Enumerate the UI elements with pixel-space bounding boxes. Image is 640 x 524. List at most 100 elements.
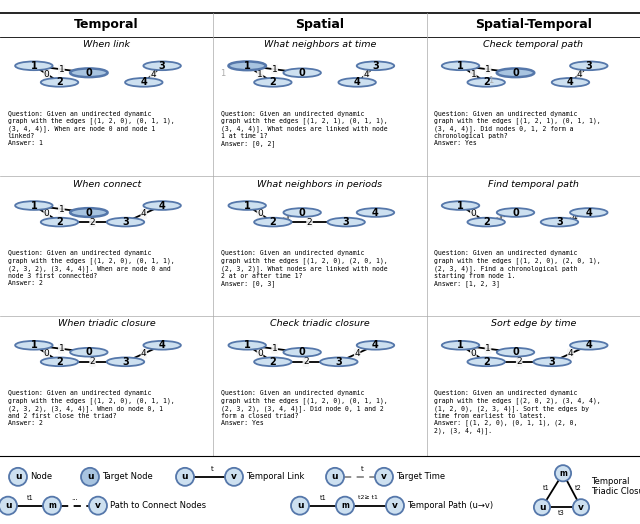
Circle shape <box>89 497 107 515</box>
Text: Question: Given an undirected dynamic
graph with the edges [(1, 2, 1), (0, 1, 1): Question: Given an undirected dynamic gr… <box>221 111 388 147</box>
Circle shape <box>143 341 181 350</box>
Text: 4: 4 <box>159 201 166 211</box>
Text: t3: t3 <box>558 510 565 516</box>
Text: 4: 4 <box>586 208 592 217</box>
Circle shape <box>41 218 78 226</box>
Text: 1: 1 <box>257 70 263 79</box>
Text: Temporal Link: Temporal Link <box>246 472 305 482</box>
Text: Question: Given an undirected dynamic
graph with the edges [(1, 2, 0), (0, 1, 1): Question: Given an undirected dynamic gr… <box>8 250 174 286</box>
Text: 4: 4 <box>568 349 573 358</box>
Text: Question: Given an undirected dynamic
graph with the edges [(1, 2, 0), (2, 0, 1): Question: Given an undirected dynamic gr… <box>221 250 388 287</box>
Circle shape <box>533 357 571 366</box>
Text: Question: Given an undirected dynamic
graph with the edges [(1, 2, 0), (2, 0, 1): Question: Given an undirected dynamic gr… <box>435 250 601 287</box>
Text: Question: Given an undirected dynamic
graph with the edges [(1, 2, 1), (0, 1, 1): Question: Given an undirected dynamic gr… <box>435 111 601 146</box>
Text: v: v <box>392 501 398 510</box>
Text: 0: 0 <box>44 70 49 79</box>
Circle shape <box>386 497 404 515</box>
Circle shape <box>41 78 78 86</box>
Circle shape <box>254 78 292 86</box>
Circle shape <box>497 208 534 217</box>
Text: 1: 1 <box>244 201 251 211</box>
Text: Question: Given an undirected dynamic
graph with the edges [(2, 0, 2), (3, 4, 4): Question: Given an undirected dynamic gr… <box>435 390 601 434</box>
Circle shape <box>107 357 144 366</box>
Circle shape <box>326 468 344 486</box>
Text: 4: 4 <box>364 70 369 79</box>
Circle shape <box>356 341 394 350</box>
Text: Node: Node <box>30 472 52 482</box>
Text: 2: 2 <box>56 78 63 88</box>
Circle shape <box>336 497 354 515</box>
Text: 4: 4 <box>586 340 592 350</box>
Circle shape <box>107 218 144 226</box>
Circle shape <box>570 208 607 217</box>
Text: Question: Given an undirected dynamic
graph with the edges [(1, 2, 0), (0, 1, 1): Question: Given an undirected dynamic gr… <box>8 390 174 425</box>
Text: 3: 3 <box>372 61 379 71</box>
Circle shape <box>143 61 181 70</box>
Text: 3: 3 <box>122 217 129 227</box>
Text: 2: 2 <box>90 357 95 366</box>
Circle shape <box>570 61 607 70</box>
Text: Question: Given an undirected dynamic
graph with the edges [(1, 2, 0), (0, 1, 1): Question: Given an undirected dynamic gr… <box>8 111 174 146</box>
Text: 0: 0 <box>470 349 476 358</box>
Circle shape <box>442 341 479 350</box>
Circle shape <box>70 208 108 217</box>
Circle shape <box>70 69 108 77</box>
Text: When triadic closure: When triadic closure <box>58 319 156 329</box>
Circle shape <box>9 468 27 486</box>
Circle shape <box>15 341 52 350</box>
Text: 4: 4 <box>354 78 360 88</box>
Text: 2: 2 <box>269 78 276 88</box>
Circle shape <box>0 497 17 515</box>
Circle shape <box>497 348 534 357</box>
Text: u: u <box>87 472 93 482</box>
Text: ...: ... <box>72 495 78 500</box>
Text: u: u <box>182 472 188 482</box>
Text: 4: 4 <box>572 213 577 222</box>
Text: 0: 0 <box>512 208 519 217</box>
Circle shape <box>467 78 505 86</box>
Circle shape <box>254 357 292 366</box>
Circle shape <box>254 218 292 226</box>
Text: 1: 1 <box>285 213 291 222</box>
Text: 1: 1 <box>58 344 64 353</box>
Text: u: u <box>332 472 339 482</box>
Text: 3: 3 <box>586 61 592 71</box>
Text: 0: 0 <box>86 347 92 357</box>
Text: 3: 3 <box>122 357 129 367</box>
Text: 0: 0 <box>44 349 49 358</box>
Text: t1: t1 <box>543 485 550 492</box>
Circle shape <box>291 497 309 515</box>
Text: 2: 2 <box>303 357 308 366</box>
Text: Target Node: Target Node <box>102 472 153 482</box>
Text: 1: 1 <box>58 204 64 213</box>
Text: When link: When link <box>83 40 130 49</box>
Text: 1: 1 <box>272 344 278 353</box>
Circle shape <box>284 208 321 217</box>
Text: 0: 0 <box>512 68 519 78</box>
Circle shape <box>552 78 589 86</box>
Text: 1: 1 <box>485 65 491 74</box>
Circle shape <box>375 468 393 486</box>
Text: 0: 0 <box>299 347 305 357</box>
Text: 1: 1 <box>272 65 278 74</box>
Circle shape <box>339 78 376 86</box>
Text: 2: 2 <box>483 357 490 367</box>
Text: 2: 2 <box>307 217 312 226</box>
Text: 2: 2 <box>90 217 95 226</box>
Circle shape <box>125 78 163 86</box>
Text: Find temporal path: Find temporal path <box>488 180 579 189</box>
Text: 4: 4 <box>577 70 582 79</box>
Text: 0: 0 <box>299 208 305 217</box>
Text: 0: 0 <box>257 209 263 219</box>
Text: u: u <box>539 503 545 512</box>
Text: 4: 4 <box>150 70 156 79</box>
Circle shape <box>541 218 578 226</box>
Text: 4: 4 <box>140 78 147 88</box>
Text: v: v <box>231 472 237 482</box>
Text: t2: t2 <box>575 485 581 492</box>
Text: 4: 4 <box>372 340 379 350</box>
Text: 1: 1 <box>457 340 464 350</box>
Text: Check triadic closure: Check triadic closure <box>270 319 370 329</box>
Text: m: m <box>341 501 349 510</box>
Circle shape <box>15 61 52 70</box>
